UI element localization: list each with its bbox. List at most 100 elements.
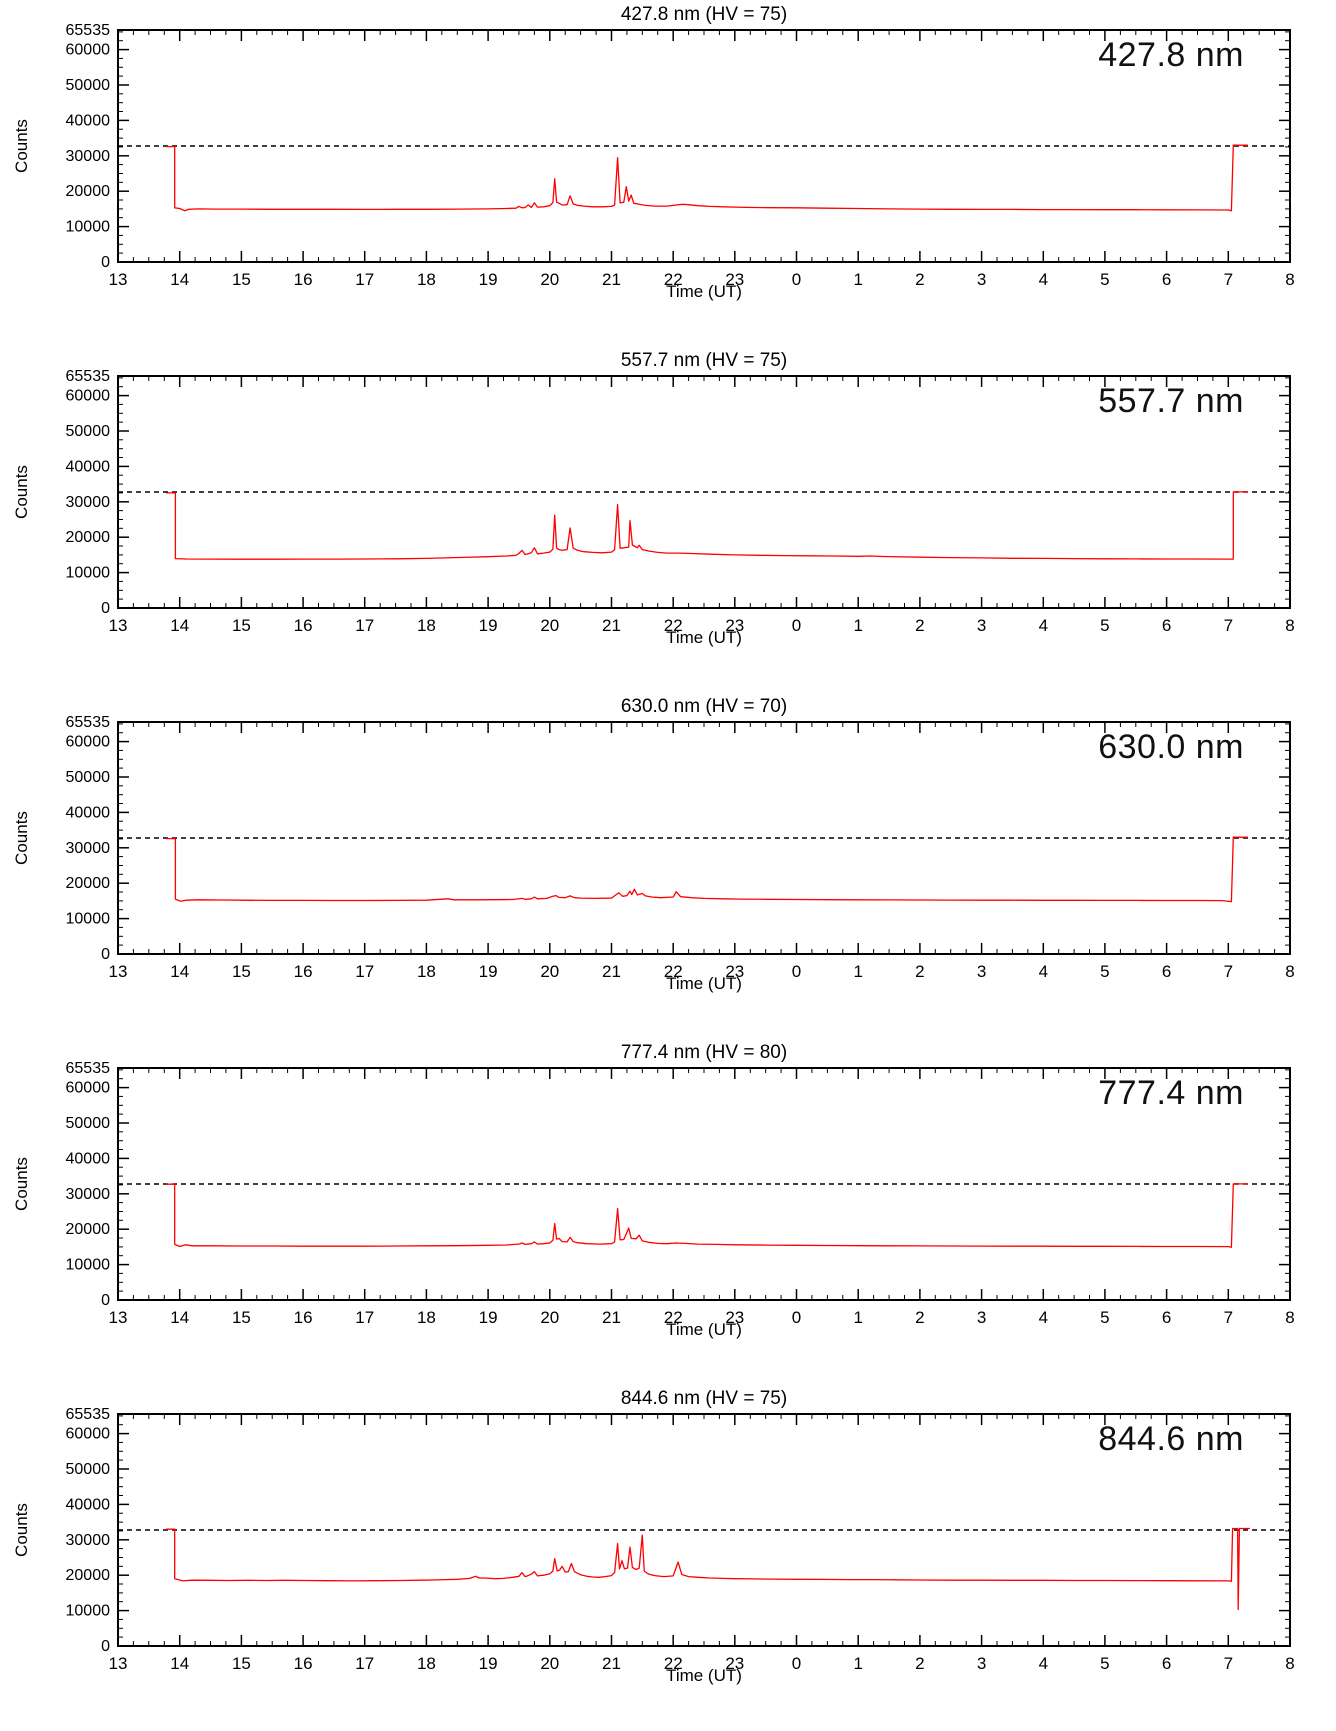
y-tick-label: 40000 [66,804,111,821]
x-tick-label: 18 [417,962,436,981]
y-tick-label: 30000 [66,1186,111,1203]
x-tick-label: 5 [1100,962,1109,981]
x-tick-label: 20 [540,616,559,635]
y-axis-label: Counts [12,465,31,519]
x-tick-label: 0 [792,270,801,289]
wavelength-annotation: 557.7 nm [1098,382,1244,420]
y-tick-label: 30000 [66,148,111,165]
x-tick-label: 16 [294,616,313,635]
x-tick-label: 1 [853,616,862,635]
x-axis-label: Time (UT) [666,1320,742,1339]
x-tick-label: 3 [977,270,986,289]
x-tick-label: 5 [1100,1654,1109,1673]
x-tick-label: 3 [977,1654,986,1673]
x-tick-label: 13 [109,1308,128,1327]
plot-frame [117,1067,1291,1301]
y-tick-label: 50000 [66,769,111,786]
x-tick-label: 18 [417,616,436,635]
x-tick-label: 6 [1162,270,1171,289]
x-tick-label: 23 [725,1308,744,1327]
x-tick-label: 6 [1162,1308,1171,1327]
x-tick-label: 23 [725,962,744,981]
y-tick-label: 40000 [66,112,111,129]
chart-title: 630.0 nm (HV = 70) [620,696,788,717]
x-tick-label: 22 [664,962,683,981]
y-tick-label: 60000 [66,42,111,59]
chart-panel-777-4: 13 14 15 16 17 18 19 20 21 22 23 0 1 2 3 4 5 6 7 8 0 10000 200… [0,1038,1336,1384]
counts-series [166,1527,1250,1611]
counts-series [166,491,1249,560]
y-tick-label: 30000 [66,1532,111,1549]
y-tick-label: 0 [101,946,110,963]
x-tick-label: 8 [1285,1654,1294,1673]
x-tick-label: 17 [355,616,374,635]
x-tick-label: 1 [853,270,862,289]
x-tick-label: 15 [232,1308,251,1327]
x-tick-label: 18 [417,1308,436,1327]
x-tick-label: 7 [1224,1654,1233,1673]
x-tick-label: 17 [355,1654,374,1673]
y-axis-label: Counts [12,811,31,865]
x-tick-label: 14 [170,962,189,981]
plot-frame [117,375,1291,609]
x-tick-label: 16 [294,962,313,981]
x-tick-label: 20 [540,962,559,981]
x-tick-label: 13 [109,962,128,981]
plot-area: 13 14 15 16 17 18 19 20 21 22 23 0 1 2 3 4 5 6 7 8010000200… [66,1406,1295,1673]
y-tick-label: 65535 [66,1406,111,1423]
x-tick-label: 20 [540,1654,559,1673]
y-tick-label: 20000 [66,183,111,200]
x-tick-label: 13 [109,270,128,289]
x-tick-label: 22 [664,270,683,289]
x-tick-label: 14 [170,1308,189,1327]
y-tick-label: 50000 [66,1461,111,1478]
x-tick-label: 2 [915,1308,924,1327]
x-tick-label: 7 [1224,270,1233,289]
x-tick-label: 23 [725,1654,744,1673]
x-tick-label: 0 [792,1308,801,1327]
x-tick-label: 8 [1285,616,1294,635]
y-tick-label: 20000 [66,1221,111,1238]
y-tick-label: 0 [101,1638,110,1655]
y-tick-label: 30000 [66,840,111,857]
x-tick-label: 2 [915,270,924,289]
chart-title: 427.8 nm (HV = 75) [620,4,788,25]
chart-panel-844-6: 13 14 15 16 17 18 19 20 21 22 23 0 1 2 3 4 5 6 7 8 0 10000 200… [0,1384,1336,1730]
x-tick-label: 0 [792,616,801,635]
y-tick-label: 40000 [66,1496,111,1513]
plot-frame [117,29,1291,263]
y-tick-label: 10000 [66,911,111,928]
y-tick-label: 0 [101,1292,110,1309]
chart-title: 844.6 nm (HV = 75) [620,1388,788,1409]
x-tick-label: 23 [725,270,744,289]
x-axis-label: Time (UT) [666,628,742,647]
x-tick-label: 14 [170,616,189,635]
x-tick-label: 21 [602,1654,621,1673]
wavelength-annotation: 844.6 nm [1098,1420,1244,1458]
x-tick-label: 16 [294,1654,313,1673]
x-tick-label: 8 [1285,1308,1294,1327]
y-tick-label: 10000 [66,1257,111,1274]
x-tick-label: 8 [1285,962,1294,981]
wavelength-annotation: 427.8 nm [1098,36,1244,74]
x-tick-label: 15 [232,1654,251,1673]
x-tick-label: 13 [109,1654,128,1673]
counts-series [166,1183,1249,1248]
x-tick-label: 5 [1100,1308,1109,1327]
y-tick-label: 20000 [66,529,111,546]
x-tick-label: 4 [1039,1654,1048,1673]
x-tick-label: 19 [479,1654,498,1673]
x-tick-label: 17 [355,1308,374,1327]
y-tick-label: 20000 [66,875,111,892]
x-tick-label: 21 [602,1308,621,1327]
y-tick-label: 10000 [66,219,111,236]
x-tick-label: 19 [479,270,498,289]
x-tick-label: 14 [170,270,189,289]
y-tick-label: 50000 [66,423,111,440]
y-tick-label: 65535 [66,714,111,731]
x-axis-label: Time (UT) [666,974,742,993]
x-tick-label: 22 [664,1308,683,1327]
plot-area: 13 14 15 16 17 18 19 20 21 22 23 0 1 2 3 4 5 6 7 8010000200… [66,368,1295,635]
x-tick-label: 1 [853,962,862,981]
counts-series [166,836,1249,903]
